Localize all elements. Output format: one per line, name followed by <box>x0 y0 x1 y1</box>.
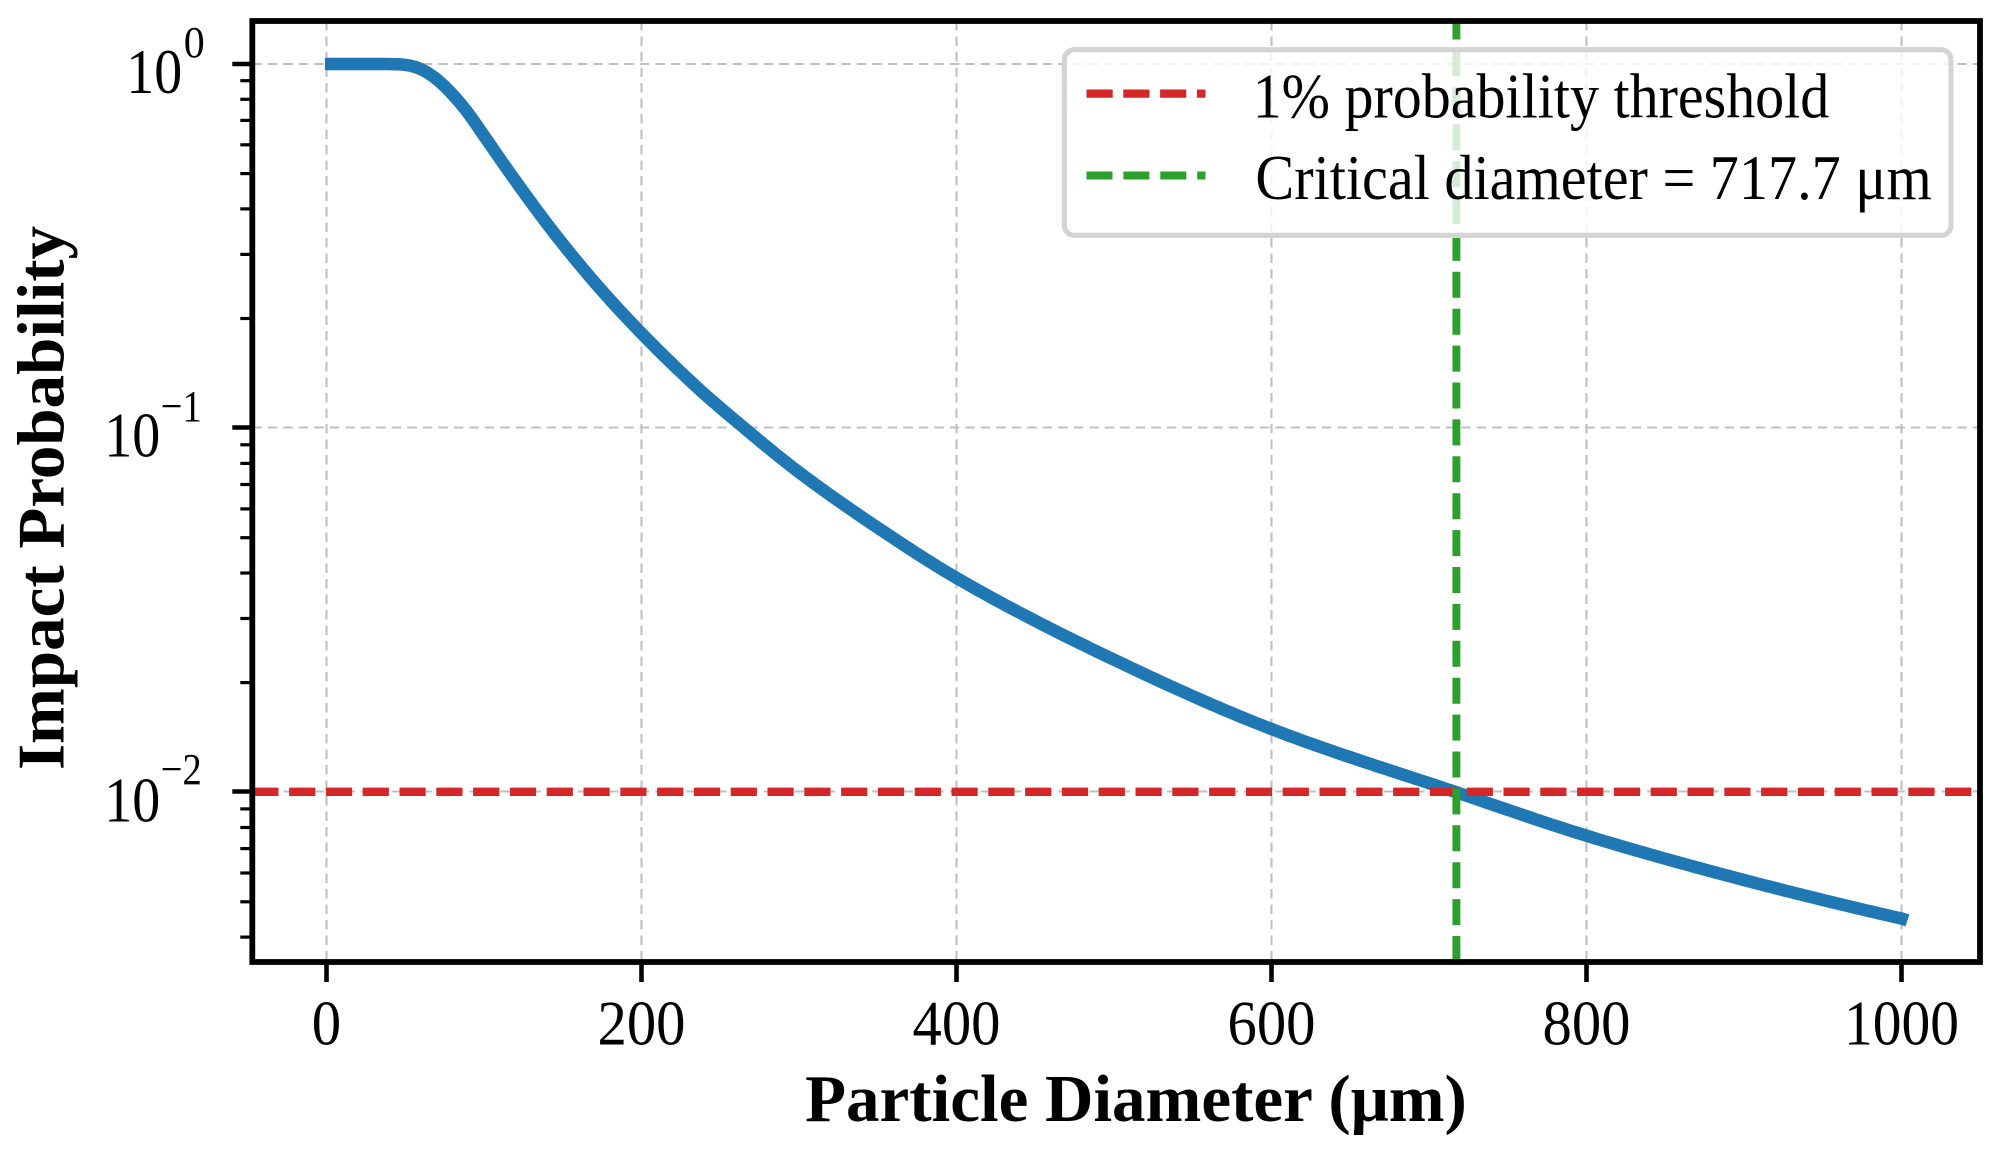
svg-text:Particle Diameter (μm): Particle Diameter (μm) <box>805 1062 1467 1136</box>
svg-text:Impact Probability: Impact Probability <box>5 226 79 770</box>
svg-text:400: 400 <box>913 988 1001 1059</box>
svg-text:200: 200 <box>598 988 686 1059</box>
svg-text:1000: 1000 <box>1844 988 1959 1059</box>
svg-text:800: 800 <box>1543 988 1631 1059</box>
svg-text:600: 600 <box>1228 988 1316 1059</box>
svg-text:10: 10 <box>104 400 160 471</box>
svg-text:10: 10 <box>126 36 182 107</box>
svg-text:0: 0 <box>312 988 341 1059</box>
svg-text:1% probability threshold: 1% probability threshold <box>1253 61 1830 132</box>
svg-text:−2: −2 <box>161 744 202 794</box>
svg-text:10: 10 <box>104 765 160 836</box>
svg-text:0: 0 <box>184 17 205 67</box>
svg-text:Critical diameter = 717.7 μm: Critical diameter = 717.7 μm <box>1255 142 1931 213</box>
svg-text:−1: −1 <box>161 381 202 431</box>
